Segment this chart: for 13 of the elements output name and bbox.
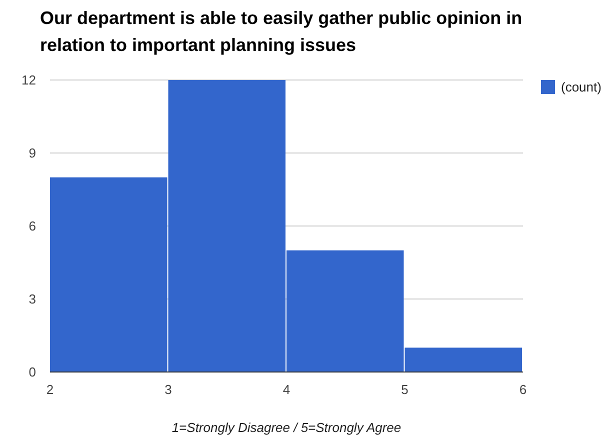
y-tick-label: 0 [28, 364, 36, 380]
x-tick-label: 3 [164, 382, 172, 397]
y-tick-label: 6 [28, 218, 36, 234]
y-tick-label: 3 [28, 292, 36, 307]
y-tick-label: 9 [28, 146, 36, 161]
chart-title: Our department is able to easily gather public opinion in relation to important planning issues [40, 8, 522, 55]
x-tick-label: 6 [519, 382, 527, 397]
x-tick-label: 2 [46, 382, 54, 397]
x-tick-label: 4 [282, 382, 290, 397]
y-tick-label: 12 [22, 72, 36, 88]
legend-label: (count) [561, 80, 602, 95]
x-tick-label: 5 [401, 382, 408, 397]
x-axis-title: 1=Strongly Disagree / 5=Strongly Agree [172, 420, 402, 435]
